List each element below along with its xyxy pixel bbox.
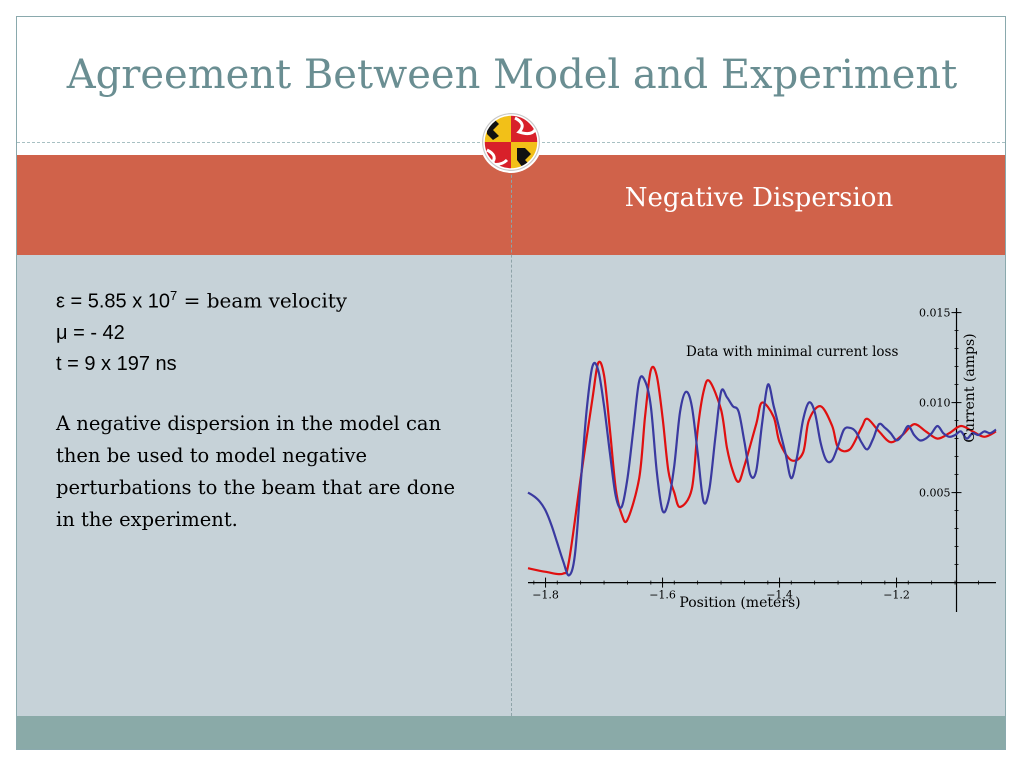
y-tick-label: 0.015 [919,307,951,320]
university-seal-icon [480,111,542,173]
y-axis-label: Current (amps) [962,333,978,442]
x-tick-label: −1.2 [883,589,910,602]
y-tick-label: 0.005 [919,487,951,500]
x-axis-label: Position (meters) [679,595,800,611]
epsilon-description: = beam velocity [177,288,348,313]
epsilon-exponent: 7 [170,288,178,303]
x-tick-label: −1.8 [532,589,559,602]
experiment-series-line [527,361,997,577]
current-position-chart: −1.8 −1.6 −1.4 −1.2 0.005 0.010 0.015 Data wit… [527,307,997,612]
epsilon-value: = 5.85 x 10 [64,290,170,313]
epsilon-line: ε = 5.85 x 107 = beam velocity [56,280,347,318]
x-tick-label: −1.4 [766,589,793,602]
model-series-line [527,360,997,576]
column-divider [511,155,512,716]
x-tick-label: −1.6 [649,589,676,602]
time-line: t = 9 x 197 ns [56,352,177,375]
mu-line: μ = - 42 [56,321,125,344]
slide-frame [16,16,1006,750]
explanation-paragraph: A negative dispersion in the model can t… [56,412,456,531]
epsilon-symbol: ε [56,290,65,313]
y-tick-label: 0.010 [919,397,951,410]
footer-band [17,716,1005,749]
slide-title: Agreement Between Model and Experiment [66,52,958,98]
chart-axes: −1.8 −1.6 −1.4 −1.2 0.005 0.010 0.015 [528,307,996,612]
parameter-list: ε = 5.85 x 107 = beam velocity μ = - 42 … [56,280,347,380]
panel-title: Negative Dispersion [624,183,894,213]
chart-series [527,360,997,577]
chart-annotation: Data with minimal current loss [686,344,898,360]
